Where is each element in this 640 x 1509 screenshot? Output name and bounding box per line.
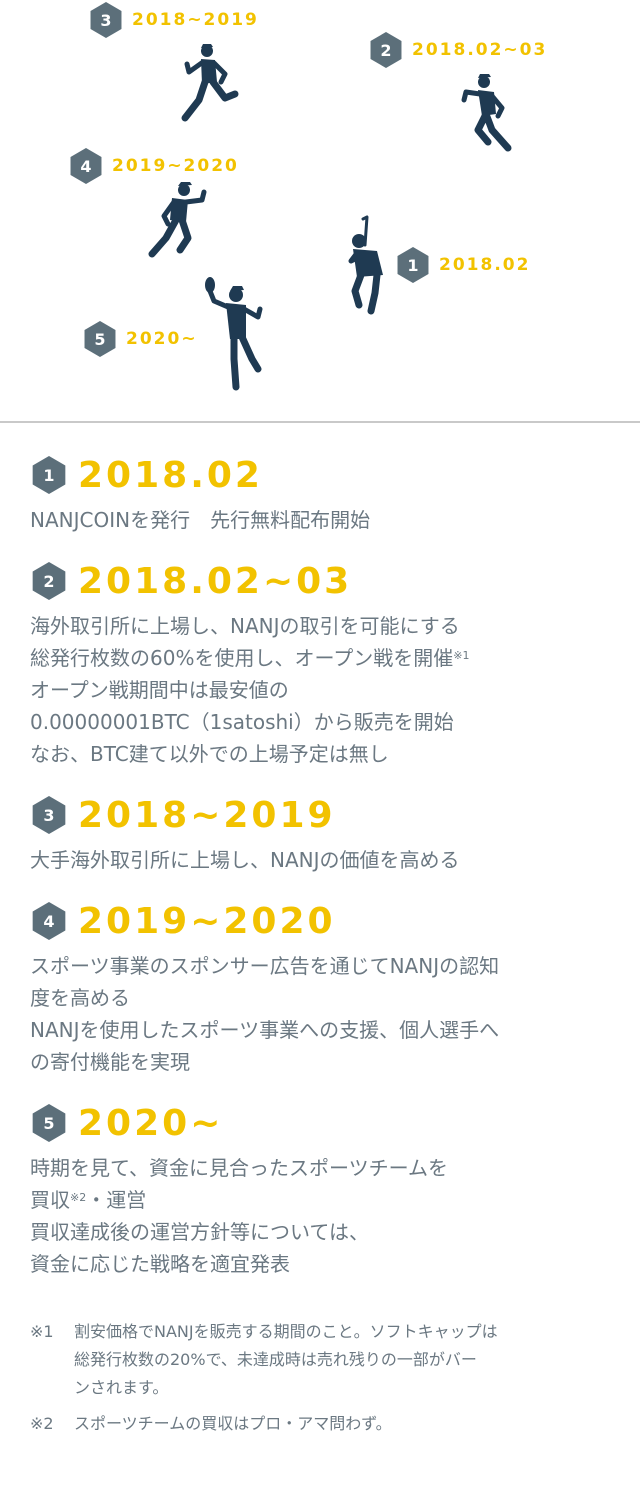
entry-line: 資金に応じた戦略を適宜発表 <box>30 1252 290 1276</box>
marker-1: 1 2018.02 <box>395 247 530 283</box>
marker-date: 2018~2019 <box>132 10 259 30</box>
footnote-mark: ※2 <box>30 1414 54 1433</box>
timeline-entry-3: 3 2018~2019 大手海外取引所に上場し、NANJの価値を高める <box>30 792 620 876</box>
footnote-ref-1: ※1 <box>453 649 470 662</box>
entry-line: 買収達成後の運営方針等については、 <box>30 1220 369 1244</box>
entry-date: 2020~ <box>78 1102 224 1144</box>
footnote-line: スポーツチームの買収はプロ・アマ問わず。 <box>74 1414 392 1433</box>
marker-date: 2020~ <box>126 329 198 349</box>
marker-5: 5 2020~ <box>82 321 198 357</box>
footnote-line: ンされます。 <box>74 1378 169 1397</box>
baseball-batter-icon <box>348 215 383 315</box>
timeline-entry-1: 1 2018.02 NANJCOINを発行 先行無料配布開始 <box>30 452 620 536</box>
footnote-ref-2: ※2 <box>70 1191 87 1204</box>
baseball-running-player-icon <box>461 74 512 152</box>
marker-number: 3 <box>90 2 122 38</box>
entry-line: 総発行枚数の60%を使用し、オープン戦を開催※1 <box>30 646 470 670</box>
marker-number: 2 <box>370 32 402 68</box>
entry-line: 大手海外取引所に上場し、NANJの価値を高める <box>30 848 460 872</box>
timeline-entry-2: 2 2018.02~03 海外取引所に上場し、NANJの取引を可能にする 総発行… <box>30 558 620 770</box>
timeline-entry-4: 4 2019~2020 スポーツ事業のスポンサー広告を通じてNANJの認知 度を… <box>30 898 620 1078</box>
entry-date: 2018.02~03 <box>78 560 353 602</box>
step-number-badge: 5 <box>32 1104 66 1142</box>
section-divider <box>0 421 640 423</box>
footnote-mark: ※1 <box>30 1322 54 1341</box>
baseball-running-player-icon <box>181 44 239 122</box>
marker-4: 4 2019~2020 <box>68 148 239 184</box>
footnote-line: 割安価格でNANJを販売する期間のこと。ソフトキャップは <box>74 1322 498 1341</box>
entry-line: 0.00000001BTC（1satoshi）から販売を開始 <box>30 710 454 734</box>
footnote-line: 総発行枚数の20%で、未達成時は売れ残りの一部がバー <box>74 1350 477 1369</box>
entry-line: 時期を見て、資金に見合ったスポーツチームを <box>30 1156 448 1180</box>
entry-line: オープン戦期間中は最安値の <box>30 678 289 702</box>
roadmap-timeline: 1 2018.02 NANJCOINを発行 先行無料配布開始 2 2018.02… <box>30 452 620 1302</box>
entry-line: 海外取引所に上場し、NANJの取引を可能にする <box>30 614 460 638</box>
entry-line: 度を高める <box>30 986 130 1010</box>
footnotes: ※1 割安価格でNANJを販売する期間のこと。ソフトキャップは 総発行枚数の20… <box>30 1318 620 1446</box>
step-number-badge: 3 <box>32 796 66 834</box>
marker-date: 2018.02 <box>439 255 531 275</box>
marker-number: 1 <box>397 247 429 283</box>
step-number-badge: 4 <box>32 902 66 940</box>
entry-date: 2019~2020 <box>78 900 336 942</box>
marker-date: 2019~2020 <box>112 156 239 176</box>
step-number-badge: 1 <box>32 456 66 494</box>
step-number-badge: 2 <box>32 562 66 600</box>
marker-date: 2018.02~03 <box>412 40 548 60</box>
baseball-catching-player-icon <box>205 277 263 391</box>
marker-2: 2 2018.02~03 <box>368 32 547 68</box>
entry-line: スポーツ事業のスポンサー広告を通じてNANJの認知 <box>30 954 500 978</box>
entry-line: 買収※2・運営 <box>30 1188 147 1212</box>
roadmap-map: 3 2018~2019 2 2018.02~03 4 2019~2020 1 2… <box>0 0 640 420</box>
entry-line: の寄付機能を実現 <box>30 1050 190 1074</box>
footnote-1: ※1 割安価格でNANJを販売する期間のこと。ソフトキャップは 総発行枚数の20… <box>30 1318 620 1402</box>
footnote-2: ※2 スポーツチームの買収はプロ・アマ問わず。 <box>30 1410 620 1438</box>
entry-line: なお、BTC建て以外での上場予定は無し <box>30 742 389 766</box>
timeline-entry-5: 5 2020~ 時期を見て、資金に見合ったスポーツチームを 買収※2・運営 買収… <box>30 1100 620 1280</box>
marker-number: 5 <box>84 321 116 357</box>
entry-date: 2018.02 <box>78 454 263 496</box>
baseball-running-player-icon <box>148 182 207 258</box>
marker-number: 4 <box>70 148 102 184</box>
entry-line: NANJCOINを発行 先行無料配布開始 <box>30 508 371 532</box>
entry-date: 2018~2019 <box>78 794 336 836</box>
marker-3: 3 2018~2019 <box>88 2 259 38</box>
entry-line: NANJを使用したスポーツ事業への支援、個人選手へ <box>30 1018 500 1042</box>
